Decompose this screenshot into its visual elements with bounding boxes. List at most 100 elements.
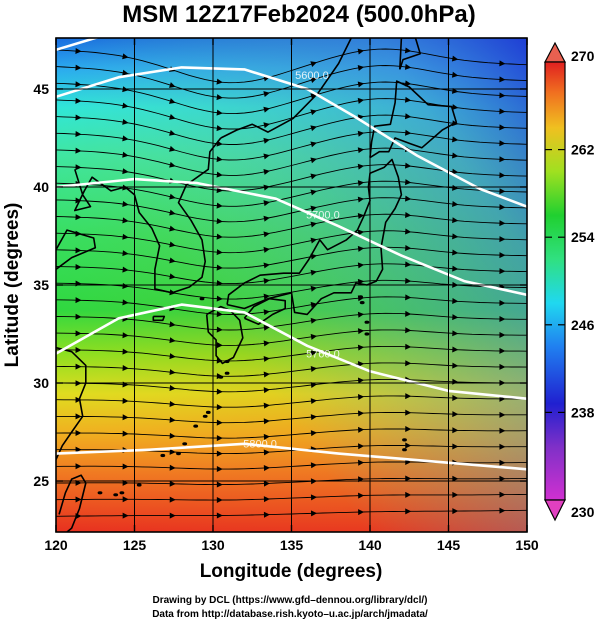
streamline-arrow — [216, 404, 223, 411]
coastline — [58, 474, 87, 532]
streamline-arrow — [357, 48, 365, 55]
streamline-arrow — [169, 512, 176, 519]
streamline-arrow — [216, 497, 223, 504]
colorbar-ticks: 230 238 246 254 262 270 — [545, 48, 595, 520]
coastline — [399, 38, 421, 70]
streamline-arrow — [263, 433, 270, 440]
streamline-arrow — [357, 196, 365, 203]
streamline-arrow — [452, 233, 459, 240]
streamline-arrow — [499, 427, 506, 434]
island — [113, 493, 119, 497]
x-axis: 120 125 130 135 140 145 150 — [44, 38, 539, 553]
streamline-arrow — [216, 466, 223, 473]
x-tick-label: 130 — [201, 537, 225, 553]
colorbar-tick-label: 238 — [571, 404, 595, 420]
gridlines — [56, 38, 527, 532]
streamline-arrow — [404, 113, 412, 120]
streamline-arrow — [216, 187, 223, 194]
island — [136, 483, 142, 487]
streamline-arrow — [451, 136, 459, 143]
streamline-arrow — [75, 81, 82, 88]
y-axis: 25 30 35 40 45 — [33, 81, 527, 489]
streamline-arrow — [358, 443, 365, 450]
colorbar-tick-label: 254 — [571, 229, 595, 245]
streamline-arrow — [310, 157, 317, 164]
streamline-arrow — [122, 201, 129, 207]
streamline-arrow — [216, 388, 223, 395]
streamline-arrow — [169, 496, 176, 503]
streamline-arrow — [75, 214, 82, 221]
streamline-arrow — [122, 463, 129, 470]
streamline-arrow — [452, 508, 459, 515]
x-axis-label: Longitude (degrees) — [200, 561, 383, 582]
streamline-arrow — [499, 363, 506, 370]
streamline-arrow — [310, 317, 318, 324]
streamline-arrow — [357, 163, 365, 170]
streamline-arrow — [263, 449, 270, 456]
streamline-arrow — [122, 348, 129, 355]
y-tick-label: 30 — [33, 375, 49, 391]
streamline-arrow — [216, 435, 223, 442]
streamline-arrow — [122, 250, 129, 257]
height-contour — [56, 177, 527, 297]
island — [218, 375, 224, 379]
streamline-arrow — [263, 402, 270, 409]
streamline-arrow — [169, 321, 176, 328]
streamline-arrow — [75, 247, 82, 254]
streamline-arrow — [499, 140, 506, 147]
streamline-arrow — [404, 129, 412, 136]
streamline-arrow — [405, 426, 412, 433]
x-tick-label: 125 — [123, 537, 147, 553]
streamline-arrow — [405, 179, 412, 186]
streamline-arrow — [310, 365, 318, 372]
streamline-arrow — [169, 416, 176, 423]
streamline-arrow — [451, 71, 459, 78]
streamline-arrow — [310, 301, 318, 308]
island — [402, 438, 407, 442]
streamline-arrow — [357, 361, 365, 368]
streamline-arrow — [263, 169, 270, 175]
streamline-arrow — [169, 161, 176, 168]
streamline-arrow — [263, 496, 270, 503]
streamline-arrow — [310, 285, 318, 292]
streamline-arrow — [216, 171, 223, 178]
height-contour — [56, 303, 527, 400]
streamline-arrow — [310, 189, 317, 196]
island — [119, 491, 125, 495]
streamline-arrow — [357, 410, 365, 417]
streamline-arrow — [122, 102, 129, 109]
streamline-arrow — [452, 201, 459, 207]
streamline-arrow — [358, 459, 365, 466]
island — [364, 332, 370, 336]
streamline-arrow — [263, 464, 270, 471]
streamline-arrow — [75, 330, 82, 337]
streamline-arrow — [405, 393, 412, 400]
streamline-arrow — [75, 263, 82, 270]
streamline-arrow — [452, 217, 459, 224]
streamline-arrow — [216, 512, 223, 519]
streamline-arrow — [404, 162, 412, 169]
streamline-arrow — [169, 448, 176, 455]
streamline-arrow — [358, 426, 365, 433]
streamline-arrow — [310, 430, 318, 437]
streamline-arrow — [499, 204, 506, 211]
streamline-arrow — [75, 48, 82, 54]
streamline-arrow — [452, 152, 459, 159]
island — [160, 453, 166, 458]
island — [359, 301, 365, 305]
streamline-arrow — [122, 397, 129, 404]
coastline — [369, 80, 458, 159]
streamline-arrow — [499, 252, 506, 259]
streamline-arrow — [216, 342, 223, 349]
streamline-arrow — [499, 411, 506, 418]
streamline-arrow — [310, 494, 318, 501]
streamline-arrow — [499, 188, 506, 195]
streamline-arrow — [310, 77, 317, 84]
streamline-arrow — [404, 47, 412, 54]
streamline-arrow — [452, 184, 459, 191]
streamline-arrow — [216, 202, 223, 209]
island — [182, 442, 188, 446]
streamline-arrow — [405, 442, 412, 449]
streamline-arrow — [75, 164, 82, 171]
